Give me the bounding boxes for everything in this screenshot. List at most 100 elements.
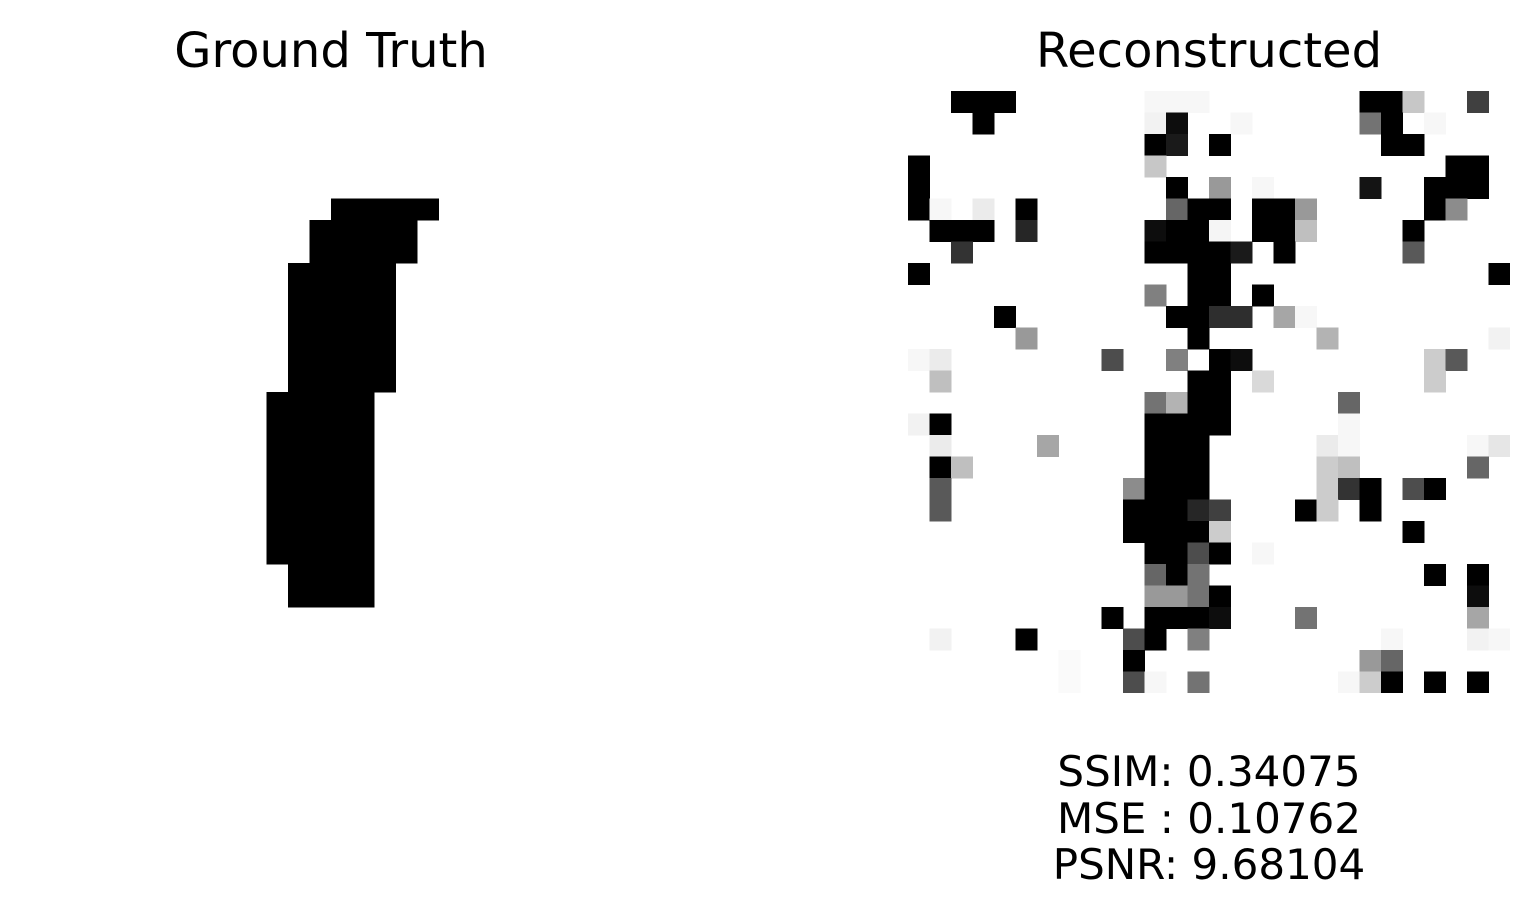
reconstructed-pixel <box>1101 607 1124 629</box>
ground-truth-pixel <box>352 241 375 264</box>
reconstructed-pixel <box>1467 671 1489 693</box>
reconstructed-pixel <box>1338 456 1360 479</box>
reconstructed-pixel <box>1424 198 1446 221</box>
ground-truth-pixel <box>331 370 353 393</box>
ground-truth-pixel <box>331 435 353 457</box>
reconstructed-pixel <box>1273 198 1296 221</box>
reconstructed-pixel <box>1166 607 1188 629</box>
ground-truth-pixel <box>331 542 353 565</box>
reconstructed-pixel <box>1295 306 1317 328</box>
reconstructed-pixel <box>1209 521 1231 543</box>
ground-truth-pixel <box>288 564 310 586</box>
reconstructed-pixel <box>1144 521 1167 543</box>
reconstructed-pixel <box>908 177 930 199</box>
reconstructed-pixel <box>1166 585 1188 608</box>
reconstructed-pixel <box>1187 585 1210 608</box>
ground-truth-pixel <box>374 349 396 371</box>
reconstructed-pixel <box>929 628 952 651</box>
reconstructed-pixel <box>1316 456 1339 479</box>
reconstructed-pixel <box>1144 284 1167 307</box>
psnr-metric: PSNR: 9.68104 <box>1052 840 1366 889</box>
reconstructed-pixel <box>1187 284 1210 307</box>
ground-truth-pixel <box>266 392 289 414</box>
reconstructed-pixel <box>1187 628 1210 651</box>
reconstructed-pixel <box>1209 349 1231 371</box>
reconstructed-pixel <box>1359 478 1382 500</box>
reconstructed-pixel <box>1316 478 1339 500</box>
reconstructed-pixel <box>1144 542 1167 565</box>
reconstructed-pixel <box>972 112 995 135</box>
ground-truth-pixel <box>288 263 310 285</box>
reconstructed-pixel <box>1209 607 1231 629</box>
reconstructed-pixel <box>1467 435 1489 457</box>
ground-truth-pixel <box>352 220 375 242</box>
reconstructed-pixel <box>1295 607 1317 629</box>
reconstructed-pixel <box>1123 671 1145 693</box>
reconstructed-image <box>908 91 1510 693</box>
ground-truth-pixel <box>374 284 396 307</box>
reconstructed-pixel <box>1209 499 1231 522</box>
reconstructed-pixel <box>1295 198 1317 221</box>
ground-truth-pixel <box>352 564 375 586</box>
reconstructed-pixel <box>1467 628 1489 651</box>
reconstructed-pixel <box>1402 134 1425 156</box>
ground-truth-pixel <box>266 521 289 543</box>
reconstructed-pixel <box>1381 628 1403 651</box>
ground-truth-pixel <box>374 370 396 393</box>
reconstructed-pixel <box>1338 413 1360 436</box>
ground-truth-pixel <box>374 241 396 264</box>
reconstructed-pixel <box>1166 306 1188 328</box>
reconstructed-pixel <box>929 499 952 522</box>
reconstructed-pixel <box>1123 628 1145 651</box>
ground-truth-pixel <box>331 198 353 221</box>
reconstructed-pixel <box>1144 435 1167 457</box>
reconstructed-pixel <box>1123 521 1145 543</box>
reconstructed-pixel <box>1209 585 1231 608</box>
ground-truth-pixel <box>309 392 332 414</box>
reconstructed-pixel <box>1144 241 1167 264</box>
reconstructed-pixel <box>1230 112 1253 135</box>
reconstructed-pixel <box>1381 134 1403 156</box>
reconstructed-pixel <box>1166 91 1188 113</box>
reconstructed-pixel <box>1187 392 1210 414</box>
reconstructed-pixel <box>1187 564 1210 586</box>
ground-truth-pixel <box>352 392 375 414</box>
reconstructed-pixel <box>1187 478 1210 500</box>
ground-truth-pixel <box>309 370 332 393</box>
reconstructed-pixel <box>1209 413 1231 436</box>
ground-truth-pixel <box>331 392 353 414</box>
ground-truth-pixel <box>288 349 310 371</box>
reconstructed-pixel <box>1166 456 1188 479</box>
reconstructed-pixel <box>1381 650 1403 672</box>
reconstructed-pixel <box>994 91 1016 113</box>
reconstructed-pixel <box>1402 521 1425 543</box>
reconstructed-pixel <box>1144 413 1167 436</box>
ground-truth-pixel <box>352 499 375 522</box>
ground-truth-pixel <box>288 392 310 414</box>
reconstructed-pixel <box>1144 392 1167 414</box>
reconstructed-pixel <box>1166 349 1188 371</box>
reconstructed-pixel <box>1424 564 1446 586</box>
reconstructed-pixel <box>1359 177 1382 199</box>
metrics-block: SSIM: 0.34075 MSE : 0.10762 PSNR: 9.6810… <box>1052 748 1366 889</box>
ground-truth-pixel <box>266 499 289 522</box>
reconstructed-pixel <box>1252 198 1274 221</box>
ground-truth-pixel <box>266 413 289 436</box>
reconstructed-pixel <box>1144 478 1167 500</box>
ground-truth-pixel-grid <box>266 198 439 608</box>
ground-truth-pixel <box>331 327 353 350</box>
ground-truth-pixel <box>352 478 375 500</box>
reconstructed-pixel <box>1166 521 1188 543</box>
reconstructed-pixel <box>1402 241 1425 264</box>
ground-truth-pixel <box>374 263 396 285</box>
ground-truth-pixel <box>374 327 396 350</box>
ground-truth-pixel <box>309 284 332 307</box>
reconstructed-pixel <box>972 220 995 242</box>
reconstructed-pixel <box>1230 349 1253 371</box>
reconstructed-pixel <box>1209 370 1231 393</box>
reconstructed-pixel <box>1209 392 1231 414</box>
reconstructed-pixel <box>908 198 930 221</box>
reconstructed-pixel <box>1230 241 1253 264</box>
reconstructed-pixel <box>908 263 930 285</box>
reconstructed-pixel <box>1166 392 1188 414</box>
